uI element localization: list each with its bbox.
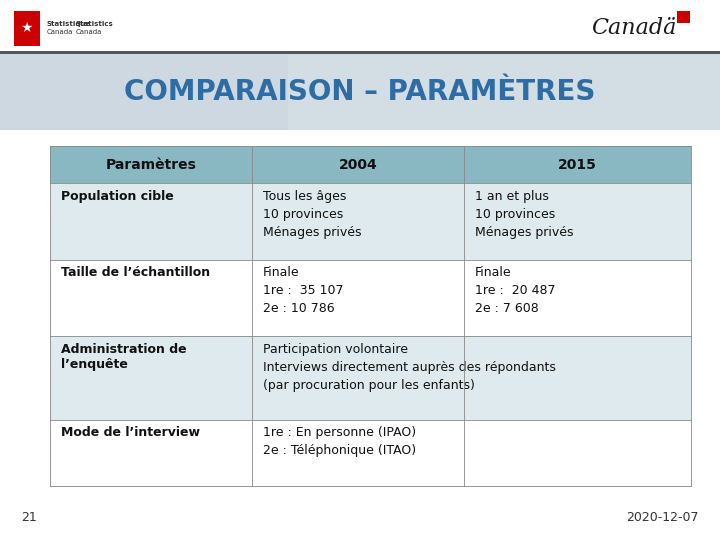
- FancyBboxPatch shape: [50, 336, 691, 420]
- Text: 2020-12-07: 2020-12-07: [626, 511, 698, 524]
- FancyBboxPatch shape: [677, 11, 690, 23]
- Text: 21: 21: [22, 511, 37, 524]
- Text: ★: ★: [20, 21, 33, 35]
- FancyBboxPatch shape: [50, 183, 691, 260]
- FancyBboxPatch shape: [50, 420, 691, 486]
- Text: Finale
1re :  35 107
2e : 10 786: Finale 1re : 35 107 2e : 10 786: [263, 266, 343, 315]
- Text: Tous les âges
10 provinces
Ménages privés: Tous les âges 10 provinces Ménages privé…: [263, 190, 361, 239]
- FancyBboxPatch shape: [0, 51, 720, 54]
- FancyBboxPatch shape: [50, 146, 691, 183]
- Text: Administration de
l’enquête: Administration de l’enquête: [61, 343, 186, 371]
- Text: Statistics: Statistics: [76, 21, 113, 28]
- Text: Finale
1re :  20 487
2e : 7 608: Finale 1re : 20 487 2e : 7 608: [474, 266, 555, 315]
- FancyBboxPatch shape: [0, 54, 720, 130]
- Text: 1re : En personne (IPAO)
2e : Téléphonique (ITAO): 1re : En personne (IPAO) 2e : Téléphoniq…: [263, 426, 416, 457]
- FancyBboxPatch shape: [14, 11, 40, 46]
- Text: Population cible: Population cible: [61, 190, 174, 202]
- Text: Statistique: Statistique: [47, 21, 91, 28]
- Text: Paramètres: Paramètres: [106, 158, 197, 172]
- Text: 1 an et plus
10 provinces
Ménages privés: 1 an et plus 10 provinces Ménages privés: [474, 190, 573, 239]
- FancyBboxPatch shape: [50, 260, 691, 336]
- Text: Mode de l’interview: Mode de l’interview: [61, 426, 200, 439]
- Text: Canadä: Canadä: [591, 17, 677, 39]
- Text: 2004: 2004: [338, 158, 377, 172]
- Text: Participation volontaire
Interviews directement auprès des répondants
(par procu: Participation volontaire Interviews dire…: [263, 343, 556, 392]
- FancyBboxPatch shape: [288, 54, 720, 130]
- Text: Canada: Canada: [76, 29, 102, 36]
- Text: 2015: 2015: [558, 158, 597, 172]
- Text: Canada: Canada: [47, 29, 73, 36]
- Text: COMPARAISON – PARAMÈTRES: COMPARAISON – PARAMÈTRES: [125, 78, 595, 106]
- Text: Taille de l’échantillon: Taille de l’échantillon: [61, 266, 210, 279]
